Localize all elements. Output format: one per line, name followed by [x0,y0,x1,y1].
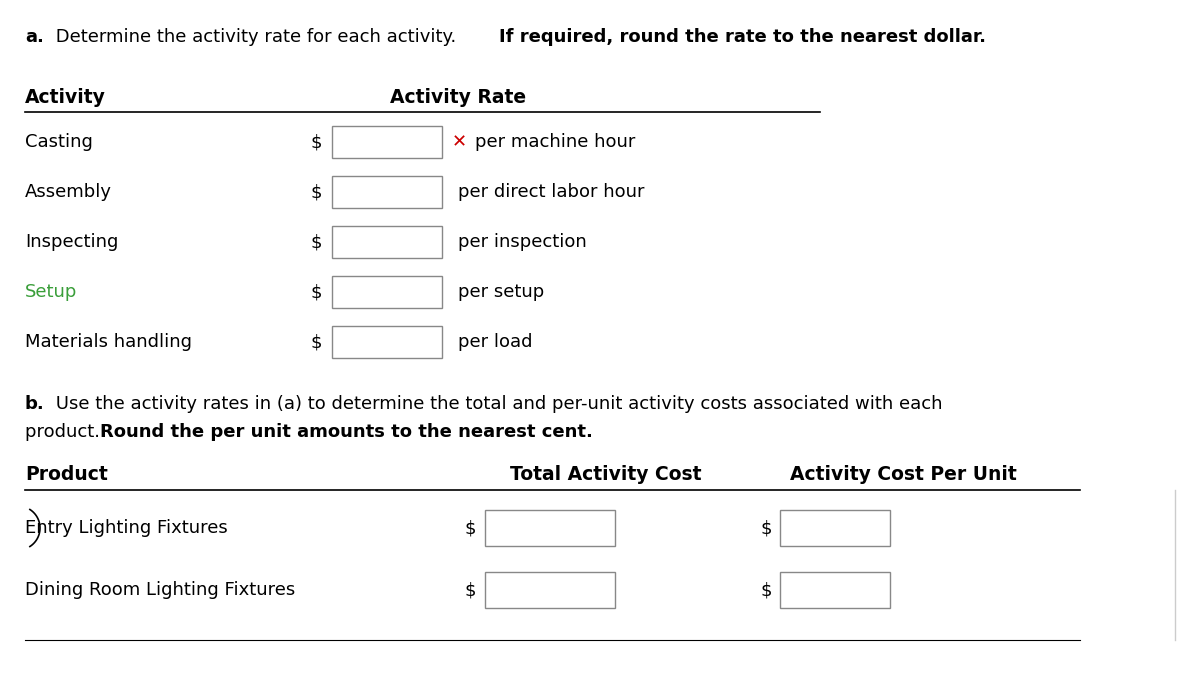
Text: Round the per unit amounts to the nearest cent.: Round the per unit amounts to the neares… [100,423,593,441]
Text: product.: product. [25,423,106,441]
Text: Activity: Activity [25,88,106,107]
Text: Casting: Casting [25,133,92,151]
Text: Activity Rate: Activity Rate [390,88,526,107]
Text: Setup: Setup [25,283,77,301]
Text: per machine hour: per machine hour [475,133,635,151]
Text: $: $ [310,333,322,351]
Text: Entry Lighting Fixtures: Entry Lighting Fixtures [25,519,228,537]
FancyBboxPatch shape [485,510,616,546]
Text: a.: a. [25,28,44,46]
FancyBboxPatch shape [780,510,890,546]
Text: Total Activity Cost: Total Activity Cost [510,465,702,484]
Text: Use the activity rates in (a) to determine the total and per-unit activity costs: Use the activity rates in (a) to determi… [50,395,942,413]
FancyBboxPatch shape [332,126,442,158]
Text: $: $ [760,519,772,537]
FancyBboxPatch shape [332,326,442,358]
Text: Product: Product [25,465,108,484]
Text: Dining Room Lighting Fixtures: Dining Room Lighting Fixtures [25,581,295,599]
Text: $: $ [310,283,322,301]
Text: $: $ [310,133,322,151]
Text: $: $ [310,183,322,201]
Text: $: $ [466,519,476,537]
Text: $: $ [760,581,772,599]
Text: If required, round the rate to the nearest dollar.: If required, round the rate to the neare… [499,28,986,46]
FancyBboxPatch shape [332,226,442,258]
Text: ✕: ✕ [452,133,467,151]
FancyBboxPatch shape [485,572,616,608]
FancyBboxPatch shape [332,176,442,208]
Text: Determine the activity rate for each activity.: Determine the activity rate for each act… [50,28,462,46]
Text: per load: per load [458,333,533,351]
Text: per setup: per setup [458,283,545,301]
Text: b.: b. [25,395,44,413]
Text: Activity Cost Per Unit: Activity Cost Per Unit [790,465,1016,484]
Text: Assembly: Assembly [25,183,112,201]
Text: Inspecting: Inspecting [25,233,119,251]
Text: per direct labor hour: per direct labor hour [458,183,644,201]
Text: per inspection: per inspection [458,233,587,251]
FancyBboxPatch shape [780,572,890,608]
Text: $: $ [310,233,322,251]
FancyBboxPatch shape [332,276,442,308]
Text: $: $ [466,581,476,599]
Text: Materials handling: Materials handling [25,333,192,351]
